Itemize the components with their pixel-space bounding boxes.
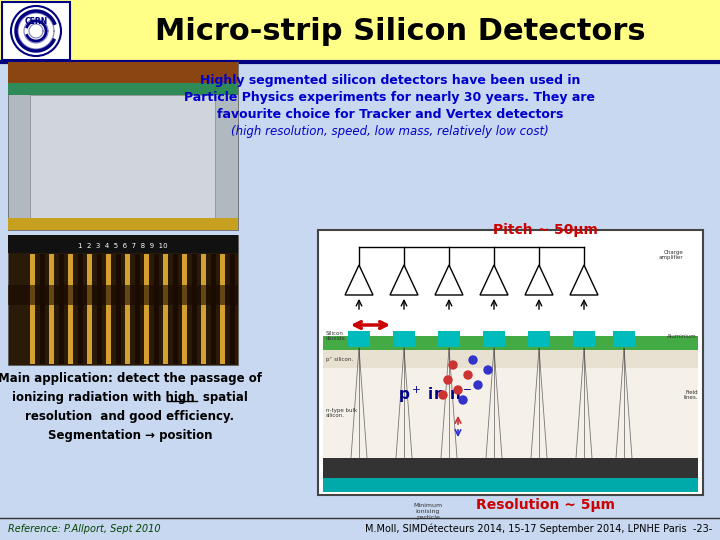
- Text: Minimum
ionising
particle: Minimum ionising particle: [413, 503, 443, 519]
- Bar: [173, 254, 178, 364]
- Bar: [49, 254, 54, 364]
- Text: (high resolution, speed, low mass, relatively low cost): (high resolution, speed, low mass, relat…: [231, 125, 549, 138]
- Bar: [8, 62, 238, 230]
- Circle shape: [469, 356, 477, 364]
- Bar: [8, 235, 238, 253]
- Text: ionizing radiation with high  spatial: ionizing radiation with high spatial: [12, 391, 248, 404]
- Text: Segmentation → position: Segmentation → position: [48, 429, 212, 442]
- Circle shape: [459, 396, 467, 404]
- Bar: [8, 218, 238, 230]
- Polygon shape: [345, 265, 373, 295]
- Bar: [323, 350, 698, 368]
- Bar: [40, 254, 45, 364]
- Circle shape: [439, 391, 447, 399]
- Bar: [210, 254, 215, 364]
- Polygon shape: [435, 265, 463, 295]
- Bar: [30, 254, 35, 364]
- Circle shape: [484, 366, 492, 374]
- Bar: [153, 254, 158, 364]
- Bar: [87, 254, 92, 364]
- Text: favourite choice for Tracker and Vertex detectors: favourite choice for Tracker and Vertex …: [217, 108, 563, 121]
- Text: silicon.: silicon.: [326, 465, 345, 470]
- Bar: [573, 331, 595, 347]
- Circle shape: [449, 361, 457, 369]
- Text: Reference: P.Allport, Sept 2010: Reference: P.Allport, Sept 2010: [8, 524, 161, 534]
- Bar: [30, 95, 215, 225]
- Bar: [144, 254, 149, 364]
- Text: CERN: CERN: [24, 17, 48, 25]
- Text: p$^+$ in n$^-$: p$^+$ in n$^-$: [398, 385, 472, 405]
- Text: Aluminium.: Aluminium.: [667, 334, 698, 339]
- Text: Aluminium
backplane.: Aluminium backplane.: [667, 463, 698, 474]
- Text: Silicon
dioxide.: Silicon dioxide.: [326, 330, 348, 341]
- Bar: [8, 83, 238, 95]
- Polygon shape: [390, 265, 418, 295]
- Bar: [483, 331, 505, 347]
- Bar: [348, 331, 370, 347]
- Text: 1  2  3  4  5  6  7  8  9  10: 1 2 3 4 5 6 7 8 9 10: [78, 243, 168, 249]
- Text: n-type bulk
silicon.: n-type bulk silicon.: [326, 408, 357, 418]
- Circle shape: [464, 371, 472, 379]
- Text: Main application: detect the passage of: Main application: detect the passage of: [0, 372, 262, 385]
- Text: Pitch ~ 50μm: Pitch ~ 50μm: [492, 223, 598, 237]
- Bar: [528, 331, 550, 347]
- Bar: [78, 254, 83, 364]
- Bar: [192, 254, 197, 364]
- Text: Resolution ~ 5μm: Resolution ~ 5μm: [475, 498, 614, 512]
- Bar: [163, 254, 168, 364]
- Bar: [0, 62, 720, 518]
- Text: Charge
amplifier: Charge amplifier: [658, 249, 683, 260]
- Bar: [68, 254, 73, 364]
- Text: resolution  and good efficiency.: resolution and good efficiency.: [25, 410, 235, 423]
- Bar: [2, 2, 70, 60]
- Bar: [8, 285, 238, 305]
- Bar: [323, 478, 698, 492]
- Bar: [393, 331, 415, 347]
- Bar: [8, 235, 238, 365]
- Bar: [613, 331, 635, 347]
- Bar: [230, 254, 235, 364]
- Bar: [182, 254, 187, 364]
- Circle shape: [474, 381, 482, 389]
- Text: Micro-strip Silicon Detectors: Micro-strip Silicon Detectors: [155, 17, 645, 45]
- Bar: [106, 254, 111, 364]
- Bar: [8, 62, 238, 85]
- Circle shape: [454, 386, 462, 394]
- Bar: [96, 254, 102, 364]
- Text: M.Moll, SIMDétecteurs 2014, 15-17 September 2014, LPNHE Paris  -23-: M.Moll, SIMDétecteurs 2014, 15-17 Septem…: [365, 524, 712, 534]
- Bar: [318, 230, 703, 495]
- Bar: [323, 336, 698, 350]
- Circle shape: [444, 376, 452, 384]
- Polygon shape: [480, 265, 508, 295]
- Polygon shape: [570, 265, 598, 295]
- Bar: [323, 368, 698, 458]
- Bar: [323, 458, 698, 478]
- Polygon shape: [525, 265, 553, 295]
- Bar: [115, 254, 120, 364]
- Text: Particle Physics experiments for nearly 30 years. They are: Particle Physics experiments for nearly …: [184, 91, 595, 104]
- Circle shape: [11, 6, 61, 56]
- Text: Highly segmented silicon detectors have been used in: Highly segmented silicon detectors have …: [200, 74, 580, 87]
- Text: p⁺ silicon.: p⁺ silicon.: [326, 356, 353, 362]
- Bar: [438, 331, 460, 347]
- Bar: [0, 0, 720, 62]
- Text: Field
lines.: Field lines.: [683, 389, 698, 400]
- Bar: [135, 254, 140, 364]
- Bar: [58, 254, 63, 364]
- Bar: [125, 254, 130, 364]
- Bar: [201, 254, 206, 364]
- Bar: [220, 254, 225, 364]
